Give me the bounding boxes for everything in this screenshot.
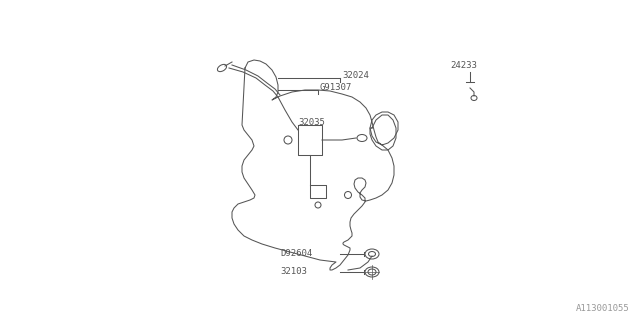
Text: 24233: 24233 <box>450 60 477 69</box>
Text: A113001055: A113001055 <box>576 304 630 313</box>
Text: D92604: D92604 <box>280 250 312 259</box>
Text: G91307: G91307 <box>320 83 352 92</box>
Text: 32035: 32035 <box>298 117 325 126</box>
Text: 32103: 32103 <box>280 268 307 276</box>
Text: 32024: 32024 <box>342 70 369 79</box>
